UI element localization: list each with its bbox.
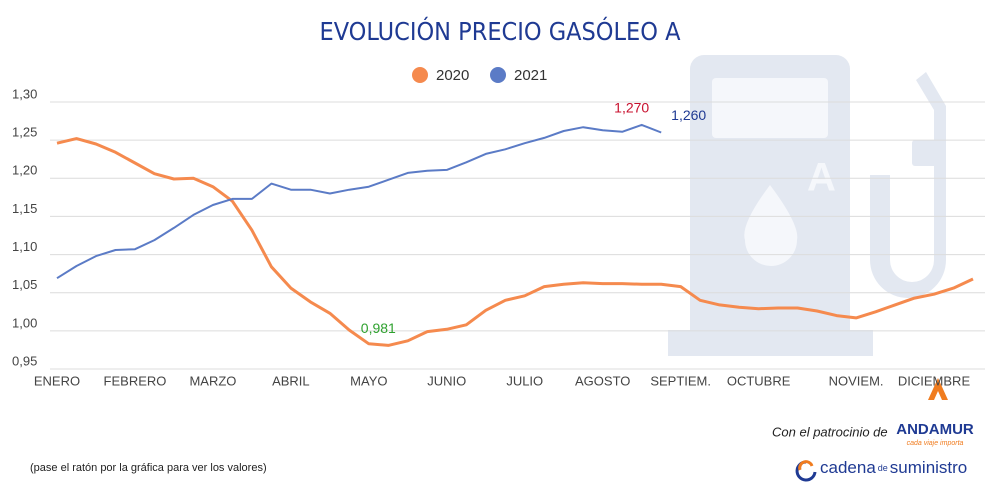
chart-title: EVOLUCIÓN PRECIO GASÓLEO A (320, 16, 682, 46)
sponsor-name: ANDAMUR (896, 421, 974, 438)
x-tick-label: OCTUBRE (727, 373, 791, 388)
pump-letter: A (807, 156, 836, 200)
legend-marker (412, 67, 428, 83)
x-tick-label: JUNIO (427, 373, 466, 388)
x-tick-label: FEBRERO (104, 373, 167, 388)
y-tick-label: 1,20 (12, 163, 37, 178)
y-tick-label: 1,05 (12, 277, 37, 292)
y-tick-label: 0,95 (12, 353, 37, 368)
x-tick-label: ABRIL (272, 373, 310, 388)
sponsor-text: Con el patrocinio de (772, 424, 888, 439)
value-label: 1,260 (671, 107, 706, 123)
pump-illustration: A (668, 55, 946, 356)
x-tick-label: ENERO (34, 373, 80, 388)
brand-text: cadena de suministro (820, 458, 967, 477)
series-line (56, 123, 662, 280)
x-tick-label: JULIO (506, 373, 543, 388)
y-tick-label: 1,10 (12, 239, 37, 254)
sponsor-tagline: cada viaje importa (907, 440, 964, 447)
legend-marker (490, 67, 506, 83)
footnote: (pase el ratón por la gráfica para ver l… (30, 462, 267, 474)
x-tick-label: NOVIEM. (829, 373, 884, 388)
y-tick-label: 1,25 (12, 125, 37, 140)
x-tick-label: MAYO (350, 373, 387, 388)
x-tick-label: DICIEMBRE (898, 373, 971, 388)
y-tick-label: 1,15 (12, 201, 37, 216)
x-tick-label: MARZO (189, 373, 236, 388)
x-tick-label: SEPTIEM. (650, 373, 711, 388)
brand-icon-accent (798, 460, 814, 471)
value-label: 0,981 (361, 320, 396, 336)
legend-label: 2021 (514, 67, 547, 84)
y-tick-label: 1,30 (12, 86, 37, 101)
sponsor-logo-mark (928, 378, 948, 400)
x-tick-label: AGOSTO (575, 373, 630, 388)
legend-label: 2020 (436, 67, 469, 84)
series-line (56, 137, 974, 347)
value-label: 1,270 (614, 100, 649, 116)
y-tick-label: 1,00 (12, 315, 37, 330)
